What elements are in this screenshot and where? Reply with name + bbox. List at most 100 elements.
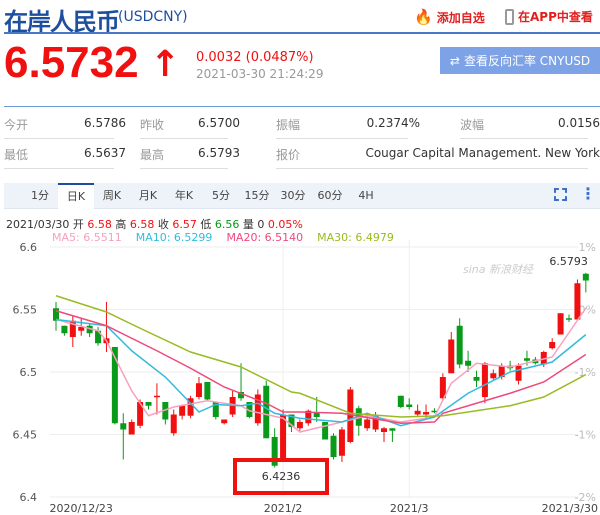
candle-body bbox=[187, 398, 194, 416]
tab-period[interactable]: 5分 bbox=[212, 189, 230, 202]
candle-body bbox=[95, 330, 102, 344]
candle-body bbox=[305, 410, 312, 424]
price-change: 0.0032 (0.0487%) bbox=[196, 50, 314, 65]
tab-period[interactable]: 日K bbox=[58, 183, 94, 209]
stat-label: 报价 bbox=[276, 148, 301, 162]
candle-body bbox=[414, 410, 421, 415]
view-in-app-button[interactable]: 在APP中查看 bbox=[505, 8, 593, 25]
tab-period[interactable]: 年K bbox=[174, 189, 194, 202]
candle-body bbox=[263, 385, 270, 439]
y-tick-label: 6.4 bbox=[20, 491, 38, 504]
candle-body bbox=[145, 402, 152, 406]
current-price: 6.5732 bbox=[4, 38, 139, 87]
candle-body bbox=[195, 383, 202, 397]
tab-period[interactable]: 60分 bbox=[317, 189, 343, 202]
reverse-rate-button[interactable]: ⇄ 查看反向汇率 CNYUSD bbox=[440, 47, 600, 74]
candle-body bbox=[549, 342, 556, 349]
more-icon[interactable]: ⋮ bbox=[580, 184, 596, 203]
ma-line-ma10 bbox=[55, 318, 587, 427]
y-tick-label: 6.6 bbox=[20, 241, 38, 254]
candle-body bbox=[61, 325, 68, 334]
high-price-label: 6.5793 bbox=[549, 255, 588, 268]
y-tick-right-label: -2% bbox=[575, 491, 596, 504]
quote-time: 2021-03-30 21:24:29 bbox=[196, 67, 324, 81]
y-tick-right-label: -1% bbox=[575, 429, 596, 442]
stat-label: 最高 bbox=[140, 148, 165, 162]
candle-body bbox=[338, 429, 345, 456]
ma-line-ma20 bbox=[55, 310, 587, 425]
candle-body bbox=[347, 389, 354, 442]
candle-body bbox=[128, 422, 135, 435]
candle-body bbox=[431, 410, 438, 413]
candle-body bbox=[498, 365, 505, 377]
stat-label: 振幅 bbox=[276, 118, 301, 132]
candle-body bbox=[465, 360, 472, 366]
ma-legend: MA5: 6.5511 MA10: 6.5299 MA20: 6.5140 MA30:… bbox=[52, 231, 408, 244]
quote-divider bbox=[4, 106, 600, 107]
candle-body bbox=[481, 363, 488, 397]
candle-body bbox=[170, 414, 177, 434]
candle-body bbox=[523, 358, 530, 361]
y-tick-right-label: 1% bbox=[579, 241, 596, 254]
symbol-code: (USDCNY) bbox=[118, 9, 188, 25]
tab-period[interactable]: 1分 bbox=[31, 189, 49, 202]
add-watchlist-label: 添加自选 bbox=[436, 10, 485, 25]
ma-line-ma30 bbox=[55, 295, 587, 418]
y-tick-right-label: -1% bbox=[575, 366, 596, 379]
tab-period[interactable]: 30分 bbox=[280, 189, 306, 202]
y-tick-label: 6.45 bbox=[13, 429, 38, 442]
ma-line-ma5 bbox=[55, 307, 587, 433]
x-tick-label: 2021/2 bbox=[264, 502, 303, 515]
stat-label: 波幅 bbox=[460, 118, 485, 132]
candle-body bbox=[280, 414, 287, 460]
candle-body bbox=[153, 395, 160, 398]
candle-body bbox=[380, 428, 387, 432]
candle-body bbox=[69, 320, 76, 337]
candle-body bbox=[448, 339, 455, 374]
candle-body bbox=[355, 408, 362, 426]
ma-legend-item: MA30: 6.4979 bbox=[317, 231, 394, 244]
stat-label: 最低 bbox=[4, 148, 29, 162]
candle-body bbox=[473, 377, 480, 381]
arrow-up-icon: ↑ bbox=[150, 44, 181, 85]
candle-body bbox=[296, 422, 303, 429]
candle-body bbox=[330, 435, 337, 457]
tab-period[interactable]: 周K bbox=[102, 189, 122, 202]
add-watchlist-button[interactable]: 🔥 添加自选 bbox=[414, 8, 485, 26]
candle-body bbox=[574, 283, 581, 320]
candle-body bbox=[372, 415, 379, 430]
tab-period[interactable]: 月K bbox=[138, 189, 158, 202]
candle-body bbox=[137, 402, 144, 426]
ohlc-info: 2021/03/30 开 6.58 高 6.58 收 6.57 低 6.56 量… bbox=[6, 218, 303, 231]
phone-icon bbox=[505, 8, 514, 25]
stat-value: 0.0156 bbox=[558, 116, 600, 130]
tab-period[interactable]: 4H bbox=[358, 189, 374, 202]
candle-body bbox=[246, 402, 253, 417]
low-price-label: 6.4236 bbox=[261, 470, 301, 483]
candle-body bbox=[179, 405, 186, 416]
stat-label: 昨收 bbox=[140, 118, 165, 132]
header-divider bbox=[4, 32, 600, 34]
stat-value: 6.5637 bbox=[84, 146, 126, 160]
candle-body bbox=[322, 422, 329, 440]
stat-underline bbox=[140, 138, 228, 139]
stat-label: 今开 bbox=[4, 118, 29, 132]
stat-underline bbox=[276, 168, 588, 169]
candle-body bbox=[288, 414, 295, 427]
ma-legend-item: MA5: 6.5511 bbox=[52, 231, 122, 244]
watermark: sina 新浪财经 bbox=[463, 263, 534, 276]
candle-body bbox=[515, 365, 522, 381]
stat-value: 6.5786 bbox=[84, 116, 126, 130]
candlestick-chart[interactable]: 6.6 1%6.55 0%6.5 -1%6.45 -1%6.4 -2%2020/12/23… bbox=[0, 240, 600, 515]
candle-body bbox=[53, 308, 59, 321]
low-highlight-box bbox=[233, 458, 329, 495]
candle-body bbox=[78, 327, 85, 331]
ma-legend-item: MA20: 6.5140 bbox=[226, 231, 304, 244]
period-tabs: 1分 日K 周K 月K 年K 5分 15分 30分 60分 4H bbox=[4, 183, 600, 209]
fullscreen-icon[interactable] bbox=[554, 188, 567, 201]
tab-period[interactable]: 15分 bbox=[244, 189, 270, 202]
x-tick-label: 2021/3 bbox=[390, 502, 429, 515]
candle-body bbox=[212, 402, 219, 417]
candle-body bbox=[221, 419, 228, 424]
stat-underline bbox=[4, 138, 114, 139]
